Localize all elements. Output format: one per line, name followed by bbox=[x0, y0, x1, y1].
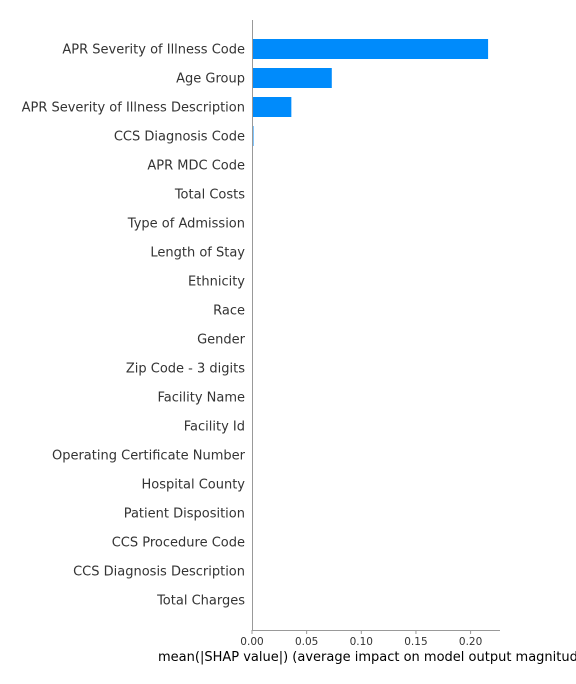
x-ticks-group: 0.00 0.05 0.10 0.15 0.20 bbox=[240, 630, 482, 648]
category-label-10: Gender bbox=[197, 333, 246, 348]
x-tick-label-3: 0.15 bbox=[404, 636, 427, 648]
category-label-2: APR Severity of Illness Description bbox=[22, 101, 245, 116]
category-label-7: Length of Stay bbox=[150, 246, 245, 261]
category-label-9: Race bbox=[213, 304, 245, 319]
x-tick-label-2: 0.10 bbox=[350, 636, 373, 648]
category-label-6: Type of Admission bbox=[127, 217, 245, 232]
x-axis-title: mean(|SHAP value|) (average impact on mo… bbox=[158, 650, 576, 665]
category-label-5: Total Costs bbox=[174, 188, 245, 203]
x-tick-label-1: 0.05 bbox=[295, 636, 318, 648]
category-label-11: Zip Code - 3 digits bbox=[126, 362, 245, 377]
category-label-15: Hospital County bbox=[142, 478, 246, 493]
bar-1 bbox=[252, 68, 332, 88]
category-label-12: Facility Name bbox=[157, 391, 245, 406]
category-label-18: CCS Diagnosis Description bbox=[73, 565, 245, 580]
category-label-4: APR MDC Code bbox=[147, 159, 245, 174]
category-label-17: CCS Procedure Code bbox=[112, 536, 245, 551]
category-label-19: Total Charges bbox=[156, 594, 245, 609]
category-label-14: Operating Certificate Number bbox=[52, 449, 246, 464]
category-label-3: CCS Diagnosis Code bbox=[114, 130, 245, 145]
category-label-1: Age Group bbox=[176, 72, 245, 87]
bar-0 bbox=[252, 39, 489, 59]
bar-2 bbox=[252, 97, 292, 117]
category-label-13: Facility Id bbox=[184, 420, 245, 435]
category-label-0: APR Severity of Illness Code bbox=[62, 43, 245, 58]
bars-group bbox=[252, 39, 489, 146]
category-label-8: Ethnicity bbox=[188, 275, 245, 290]
category-labels-group: APR Severity of Illness Code Age Group APR… bbox=[22, 43, 246, 609]
x-tick-label-0: 0.00 bbox=[240, 636, 263, 648]
x-tick-label-4: 0.20 bbox=[459, 636, 482, 648]
category-label-16: Patient Disposition bbox=[124, 507, 245, 522]
